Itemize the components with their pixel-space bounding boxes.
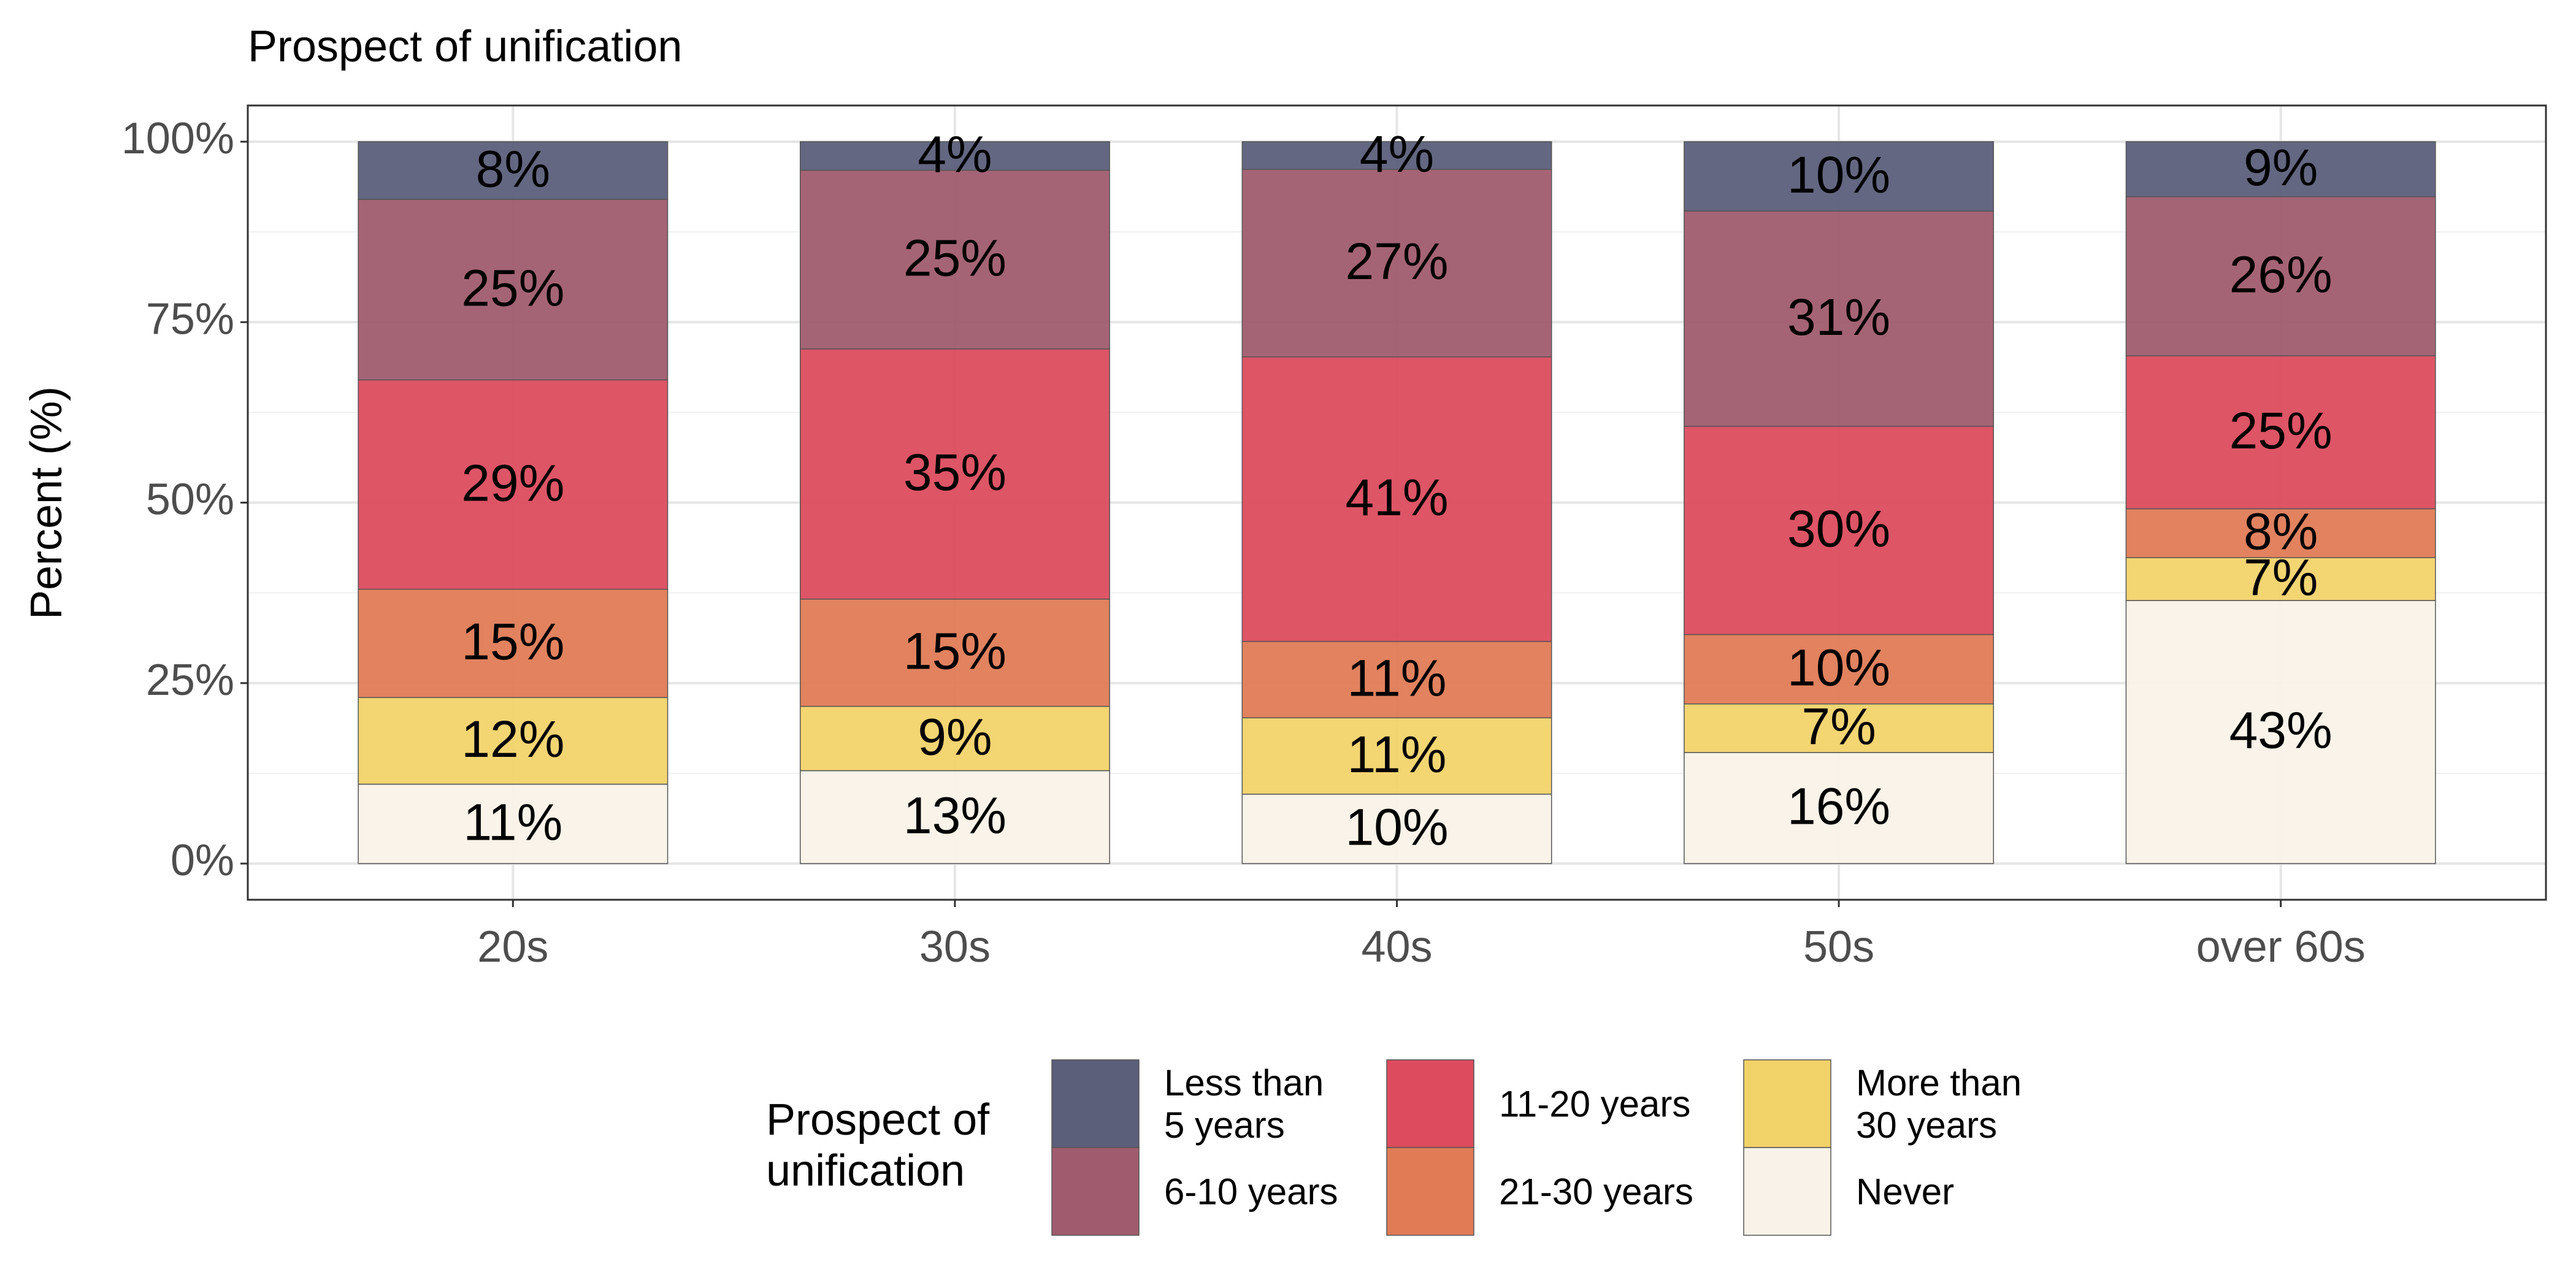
bar-segment	[799, 599, 1110, 707]
bar-segment	[799, 770, 1110, 864]
y-axis-label: Percent (%)	[22, 386, 71, 619]
legend-key	[1386, 1147, 1474, 1236]
legend-title: Prospect of unification	[766, 1095, 990, 1195]
data-label: 41%	[1345, 469, 1448, 526]
bar-segment	[1241, 169, 1552, 358]
legend-label: 21-30 years	[1499, 1171, 1693, 1212]
bar-segment	[1241, 356, 1552, 642]
chart-title: Prospect of unification	[248, 22, 682, 71]
bar-segment	[358, 141, 669, 200]
bar-segment	[2125, 600, 2436, 864]
data-label: 25%	[461, 259, 564, 316]
y-tick-label: 0%	[171, 836, 234, 885]
bar-segment	[799, 141, 1110, 171]
legend-key	[1051, 1147, 1140, 1236]
bar-segment	[1684, 426, 1995, 635]
x-tick-label: 30s	[919, 922, 991, 972]
data-label: 15%	[903, 622, 1006, 680]
bar-segment	[1241, 717, 1552, 795]
y-tick-label: 25%	[146, 656, 234, 705]
data-label: 35%	[903, 443, 1006, 501]
bar-segment	[799, 348, 1110, 600]
y-tick-label: 100%	[121, 114, 234, 163]
x-tick-label: 50s	[1803, 922, 1874, 972]
data-label: 13%	[903, 786, 1006, 844]
y-tick-label: 75%	[146, 294, 234, 343]
data-label: 8%	[476, 140, 550, 197]
data-label: 25%	[2229, 402, 2333, 459]
data-label: 4%	[918, 125, 992, 183]
legend-key	[1743, 1059, 1831, 1148]
data-label: 15%	[461, 613, 564, 670]
bar-segment	[2125, 355, 2436, 510]
bar-segment	[2125, 508, 2436, 559]
bar-segment	[799, 705, 1110, 772]
bar-segment	[358, 199, 669, 381]
legend-key	[1051, 1059, 1140, 1148]
bar-segment	[358, 783, 669, 864]
legend-key	[1743, 1147, 1831, 1236]
data-label: 7%	[2244, 548, 2318, 606]
bar-segment	[2125, 141, 2436, 197]
bar-segment	[1684, 752, 1995, 864]
data-label: 11%	[1347, 726, 1447, 783]
data-label: 27%	[1345, 232, 1448, 290]
bar-segment	[358, 379, 669, 590]
bar-segment	[358, 588, 669, 699]
data-label: 9%	[2244, 139, 2318, 196]
data-label: 4%	[1360, 125, 1434, 183]
legend-label: More than 30 years	[1856, 1062, 2022, 1146]
data-label: 10%	[1345, 799, 1448, 856]
x-tick-label: over 60s	[2196, 922, 2366, 972]
x-tick-label: 20s	[477, 922, 548, 972]
legend-key	[1386, 1059, 1474, 1148]
bar-segment	[1684, 141, 1995, 212]
legend-label: Less than 5 years	[1164, 1062, 1324, 1146]
legend-label: 11-20 years	[1499, 1083, 1691, 1124]
data-label: 31%	[1787, 288, 1890, 346]
legend-label: Never	[1856, 1171, 1955, 1212]
data-label: 11%	[463, 793, 562, 851]
data-label: 11%	[1347, 649, 1447, 707]
data-label: 9%	[918, 708, 992, 765]
panel-border	[247, 104, 2547, 901]
x-tick-label: 40s	[1361, 922, 1432, 972]
data-label: 8%	[2244, 503, 2318, 561]
bar-segment	[358, 697, 669, 785]
data-label: 43%	[2229, 702, 2333, 759]
bar-segment	[2125, 557, 2436, 601]
y-tick-label: 50%	[146, 475, 234, 524]
bar-segment	[799, 169, 1110, 350]
data-label: 30%	[1787, 500, 1890, 558]
legend-label: 6-10 years	[1164, 1171, 1338, 1212]
data-label: 12%	[461, 710, 564, 768]
bar-segment	[1684, 703, 1995, 753]
bar-segment	[2125, 196, 2436, 356]
data-label: 26%	[2229, 246, 2333, 304]
bar-segment	[1241, 794, 1552, 864]
data-label: 16%	[1787, 778, 1890, 835]
data-label: 10%	[1787, 638, 1890, 696]
bar-segment	[1241, 141, 1552, 171]
bar-segment	[1241, 641, 1552, 719]
data-label: 7%	[1801, 698, 1876, 756]
data-label: 29%	[461, 454, 564, 512]
data-label: 25%	[903, 229, 1006, 286]
data-label: 10%	[1787, 146, 1890, 204]
bar-segment	[1684, 210, 1995, 427]
